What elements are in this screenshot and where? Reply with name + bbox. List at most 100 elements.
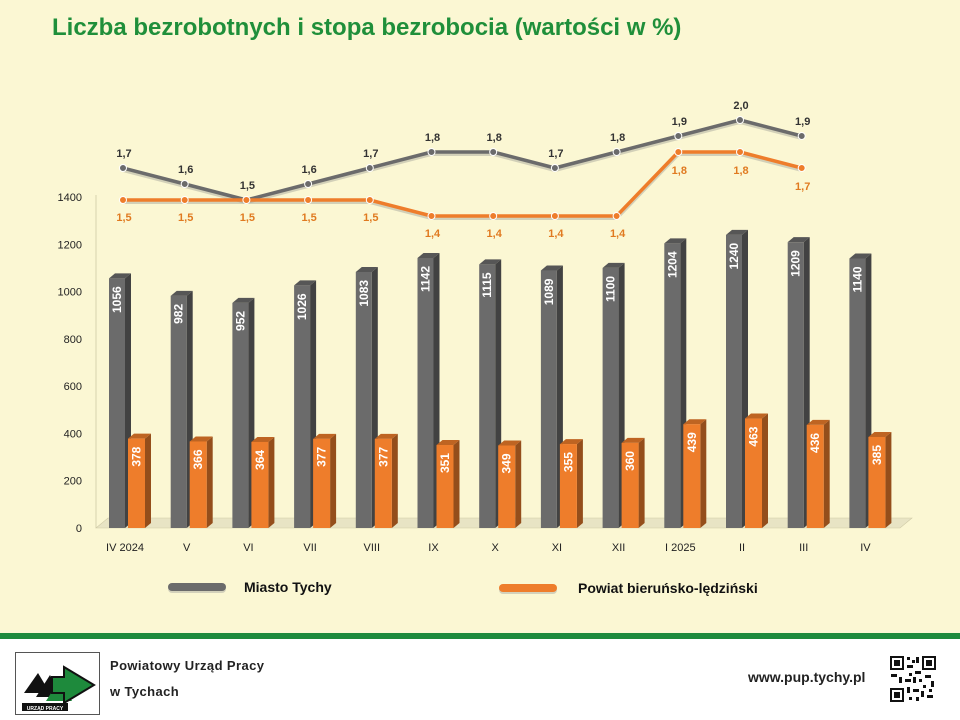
bar-front [294,285,311,528]
bar-front [170,295,187,528]
rate-county-label: 1,5 [116,212,131,224]
rate-city-point [674,132,683,140]
bar-value-label: 377 [315,447,329,467]
bar-side [762,413,768,528]
bar-value-label: 366 [191,449,205,469]
bar-value-label: 1140 [850,266,864,292]
bar-front [251,441,269,528]
rate-city-label: 1,7 [363,148,378,160]
rate-county-label: 1,5 [178,212,193,224]
legend-swatch [499,584,557,592]
bar-value-label: 355 [561,452,575,472]
rate-city-label: 1,7 [116,148,131,160]
bar-top [726,229,748,235]
bar-front [498,445,516,528]
bar-value-label: 982 [172,304,186,324]
rate-county-point [119,196,127,204]
bar-city: 1240 [726,229,748,529]
y-tick-label: 200 [64,476,82,488]
bar-city: 1115 [479,259,502,528]
bar-top [745,413,768,419]
footer: URZĄD PRACY Powiatowy Urząd Pracy w Tych… [0,639,960,720]
bar-side [823,419,830,528]
logo-graphic: URZĄD PRACY [22,665,96,712]
y-tick-label: 1200 [58,239,82,251]
rate-county-line [123,150,803,218]
bar-top [374,433,398,439]
bar-front [313,438,331,528]
bar-county: 351 [436,440,460,528]
chart-bars: 1056 378 982 366 952 364 1026 377 1083 377 1142 351… [109,229,892,529]
bar-city: 1026 [294,280,317,528]
rate-county-point [242,196,251,204]
rate-city-label: 1,8 [425,132,440,144]
rate-county-point [365,196,374,204]
rate-city-label: 1,8 [610,132,625,144]
bar-side [268,436,275,528]
bar-value-label: 1209 [789,250,803,277]
rate-city-label: 1,7 [548,148,563,160]
rate-city-label: 1,9 [795,116,810,128]
x-tick-label: IX [428,542,439,554]
bar-side [206,436,213,528]
bar-county: 436 [806,419,830,528]
rate-county-label: 1,5 [240,212,255,224]
bar-value-label: 1056 [110,286,124,313]
bar-front [189,441,207,528]
rate-city-label: 1,6 [301,164,316,176]
rate-county-point [489,212,498,220]
bar-front [787,242,804,529]
bar-top [498,440,522,446]
x-tick-label: III [799,542,808,554]
bar-city: 1056 [109,273,131,528]
bar-value-label: 378 [130,446,144,466]
website-link[interactable]: www.pup.tychy.pl [748,669,866,685]
rate-county-shadow [123,152,803,220]
x-tick-label: V [183,542,191,554]
bar-front [479,264,496,528]
rate-city-point [736,116,744,124]
bar-front [664,243,681,528]
bar-front [868,436,886,528]
bar-top [189,436,213,442]
bar-city: 952 [232,297,255,528]
rate-county-label: 1,4 [610,228,626,240]
bar-value-label: 377 [376,447,390,467]
bar-value-label: 1115 [480,272,494,298]
bar-county: 366 [189,436,213,528]
x-tick-label: II [739,542,745,554]
bar-front [355,271,372,528]
legend-label: Powiat bieruńsko-lędziński [578,580,758,596]
bar-top [806,419,830,425]
rate-county-point [736,148,744,156]
bar-side [453,440,460,528]
rate-county-point [427,212,436,220]
qr-code-icon[interactable] [889,655,937,703]
legend-label: Miasto Tychy [244,579,332,595]
rate-city-point [365,164,374,172]
legend-county: Powiat bieruńsko-lędziński [499,580,758,596]
y-tick-label: 600 [64,381,82,393]
page-title: Liczba bezrobotnych i stopa bezrobocia (… [52,14,682,41]
bar-city: 1209 [787,237,810,529]
bar-top [417,252,440,258]
logo-text: URZĄD PRACY [27,706,64,712]
x-tick-label: X [492,542,500,554]
chart-rate-lines: 1,7 1,6 1,5 1,6 1,7 1,8 1,8 1,7 1,8 1,9 2,0 1,9 1,5 1… [116,100,810,240]
urzad-pracy-logo: URZĄD PRACY [15,652,100,715]
bar-city: 982 [170,290,193,528]
rate-county-point [304,196,313,204]
bar-top [355,266,378,272]
bar-top [602,262,625,268]
bar-county: 385 [868,431,892,528]
x-tick-label: VII [303,542,316,554]
bar-side [576,439,583,528]
rate-county-label: 1,8 [672,165,687,177]
bar-city: 1083 [355,266,378,528]
rate-county-point [180,196,189,204]
rate-county-label: 1,4 [548,228,564,240]
rate-city-label: 1,9 [672,116,687,128]
x-tick-label: IV 2024 [106,542,144,554]
bar-value-label: 436 [808,433,822,453]
bar-value-label: 1204 [665,251,679,278]
